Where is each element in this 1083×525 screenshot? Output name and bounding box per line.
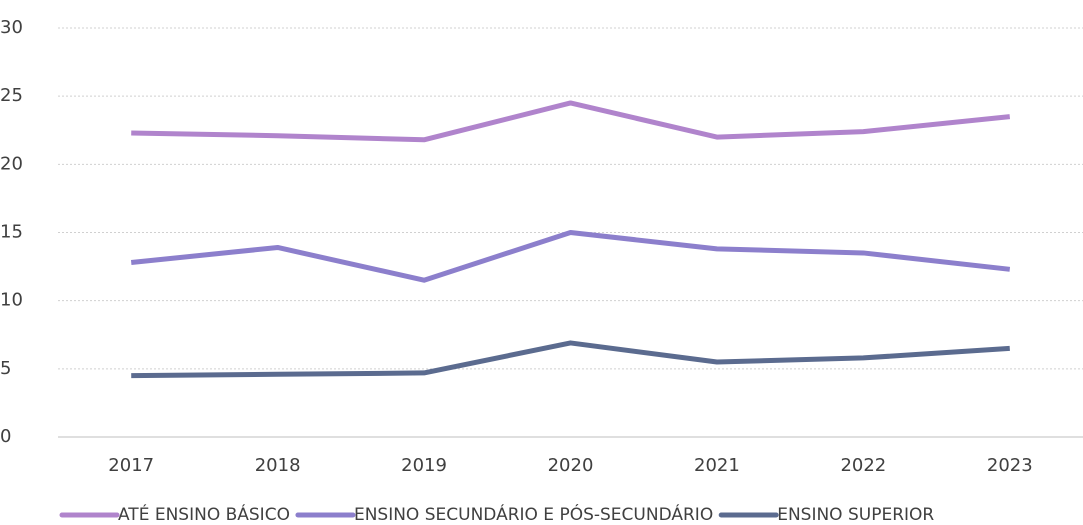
- x-tick-label: 2020: [548, 455, 594, 476]
- legend-label: ENSINO SECUNDÁRIO E PÓS-SECUNDÁRIO: [354, 503, 713, 525]
- y-tick-label: 5: [0, 358, 11, 379]
- x-tick-label: 2017: [108, 455, 154, 476]
- series-line: [131, 100, 1011, 143]
- x-tick-label: 2019: [401, 455, 447, 476]
- x-tick-label: 2022: [840, 455, 886, 476]
- series-line: [130, 230, 1011, 283]
- y-tick-label: 30: [0, 17, 23, 38]
- y-tick-label: 25: [0, 85, 23, 106]
- y-tick-label: 20: [0, 153, 23, 174]
- legend-label: ENSINO SUPERIOR: [777, 505, 934, 525]
- y-tick-label: 0: [0, 426, 11, 447]
- legend: ATÉ ENSINO BÁSICO ENSINO SECUNDÁRIO E PÓS…: [59, 503, 934, 525]
- x-tick-label: 2023: [987, 455, 1033, 476]
- series-line: [131, 340, 1010, 379]
- y-tick-label: 10: [0, 290, 23, 311]
- x-tick-label: 2021: [694, 455, 740, 476]
- x-tick-label: 2018: [255, 455, 301, 476]
- y-tick-label: 15: [0, 222, 23, 243]
- legend-label: ATÉ ENSINO BÁSICO: [118, 503, 290, 525]
